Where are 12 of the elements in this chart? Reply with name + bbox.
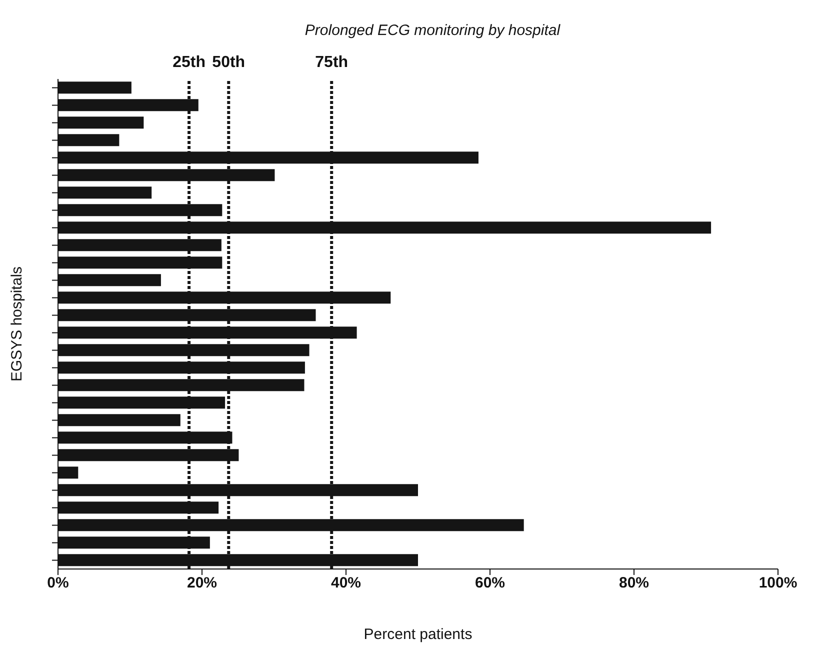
ref-line-label: 25th <box>172 54 206 71</box>
x-tick-label: 40% <box>330 574 362 592</box>
chart-title: Prolonged ECG monitoring by hospital <box>304 21 562 39</box>
x-tick-label: 100% <box>758 574 798 592</box>
x-tick-label: 80% <box>618 574 650 592</box>
x-tick-label: 20% <box>186 574 218 592</box>
ref-line-label: 75th <box>315 54 348 71</box>
x-tick-label: 60% <box>474 574 506 592</box>
x-axis-title: Percent patients <box>364 626 472 643</box>
ref-line-label: 50th <box>212 54 246 71</box>
x-tick-label: 0% <box>47 574 69 592</box>
y-axis-title: EGSYS hospitals <box>8 266 26 382</box>
